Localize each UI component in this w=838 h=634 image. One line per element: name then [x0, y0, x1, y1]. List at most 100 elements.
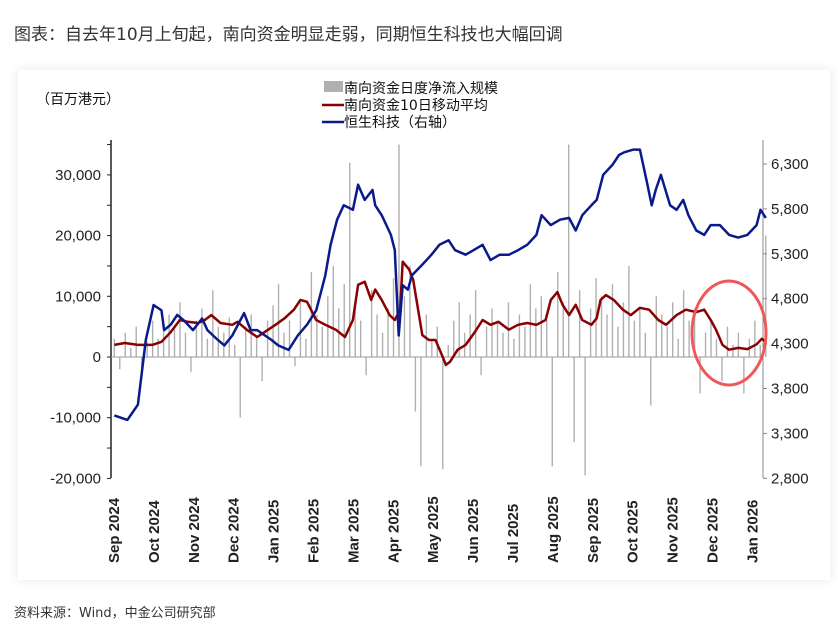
- flow-bar: [524, 326, 526, 357]
- flow-bar: [447, 344, 449, 357]
- y-right-tick-label: 2,800: [771, 470, 809, 487]
- flow-bar: [518, 314, 521, 357]
- flow-bar: [244, 326, 247, 357]
- flow-bar: [288, 320, 291, 357]
- flow-bar: [529, 284, 532, 357]
- flow-bar: [206, 338, 209, 357]
- flow-bar: [469, 314, 471, 357]
- flow-bar: [370, 290, 373, 357]
- legend-label-bars: 南向资金日度净流入规模: [344, 81, 498, 97]
- highlight-circle: [690, 279, 768, 387]
- x-tick-label: Oct 2024: [146, 500, 163, 563]
- flow-bar: [239, 357, 241, 418]
- flow-bar: [546, 320, 548, 357]
- flow-bar: [113, 338, 116, 357]
- flow-bar: [261, 357, 263, 382]
- flow-bar: [190, 357, 192, 373]
- flow-bar: [732, 344, 734, 357]
- x-tick-label: Nov 2024: [186, 496, 203, 563]
- flow-bar: [179, 302, 181, 357]
- flow-bar: [677, 338, 679, 357]
- x-tick-label: Jun 2025: [465, 499, 482, 563]
- flow-bar: [584, 357, 586, 476]
- flow-bar: [633, 320, 636, 357]
- flow-bar: [491, 308, 493, 357]
- flow-bar: [453, 320, 455, 357]
- x-tick-label: Dec 2024: [226, 497, 243, 563]
- flow-bar: [617, 326, 619, 357]
- flow-bar: [606, 314, 608, 357]
- flow-bar: [567, 144, 570, 357]
- flow-bar: [502, 332, 504, 357]
- flow-bar: [119, 357, 121, 370]
- flow-bar: [540, 296, 543, 357]
- x-tick-label: Jan 2026: [744, 500, 761, 563]
- flow-bar: [666, 326, 668, 357]
- y-right-tick-label: 6,300: [771, 156, 809, 173]
- flow-bar: [283, 332, 285, 357]
- flow-bar: [420, 357, 422, 467]
- flow-bar: [693, 308, 696, 357]
- legend-label-ma: 南向资金10日移动平均: [344, 98, 488, 114]
- flow-bar: [151, 320, 154, 357]
- x-tick-label: Feb 2025: [306, 499, 323, 563]
- flow-bar: [359, 320, 362, 357]
- flow-bar: [682, 290, 685, 357]
- flow-bar: [316, 314, 318, 357]
- y-left-tick-label: 0: [93, 349, 101, 366]
- flow-bar: [146, 341, 148, 357]
- flow-bar: [474, 290, 477, 357]
- flow-bar: [157, 338, 159, 357]
- flow-bar: [124, 332, 126, 357]
- flow-bar: [551, 357, 553, 467]
- flow-bar: [573, 357, 575, 442]
- x-tick-label: Nov 2025: [665, 497, 682, 563]
- flow-bar: [201, 308, 203, 357]
- x-tick-label: Oct 2025: [625, 500, 642, 563]
- flow-bar: [255, 335, 258, 357]
- flow-bar: [272, 305, 274, 357]
- flow-bar: [299, 302, 302, 357]
- flow-bar: [639, 308, 641, 357]
- flow-bar: [715, 338, 718, 357]
- flow-bar: [431, 338, 433, 357]
- flow-bar: [381, 332, 384, 357]
- flow-bar: [409, 265, 411, 357]
- flow-bar: [562, 302, 564, 357]
- flow-bar: [277, 284, 280, 357]
- flow-bar: [321, 326, 324, 357]
- x-tick-label: Jan 2025: [266, 500, 283, 563]
- y-left-unit-label: （百万港元）: [36, 92, 120, 108]
- flow-bar: [195, 320, 198, 357]
- flow-bar: [168, 314, 170, 357]
- flow-bar: [661, 314, 663, 357]
- flow-bar: [754, 320, 756, 357]
- flow-bar: [699, 357, 701, 394]
- flow-bar: [135, 326, 137, 357]
- flow-bar: [480, 357, 482, 376]
- flow-bar: [376, 314, 378, 357]
- hstech-line: [113, 148, 767, 422]
- x-tick-label: Apr 2025: [385, 500, 402, 563]
- flow-bar: [173, 326, 176, 357]
- flow-bar: [611, 284, 614, 357]
- flow-bar: [710, 320, 712, 357]
- flow-bar: [365, 357, 367, 376]
- y-right-tick-label: 4,300: [771, 336, 809, 353]
- flow-bar: [578, 290, 581, 357]
- ma10-line: [114, 260, 767, 367]
- flow-bar: [442, 357, 444, 470]
- flow-bar: [234, 344, 236, 357]
- flow-bar: [343, 284, 345, 357]
- flow-bar: [458, 302, 460, 357]
- x-tick-label: Sep 2025: [585, 498, 602, 563]
- legend-swatch-bars: [324, 81, 343, 92]
- flow-bar: [332, 265, 334, 357]
- flow-bar: [212, 290, 214, 357]
- flow-bar: [513, 338, 515, 357]
- flow-bar: [162, 329, 165, 357]
- flow-bar: [704, 332, 707, 357]
- flow-bar: [557, 272, 559, 357]
- flow-bar: [228, 317, 230, 357]
